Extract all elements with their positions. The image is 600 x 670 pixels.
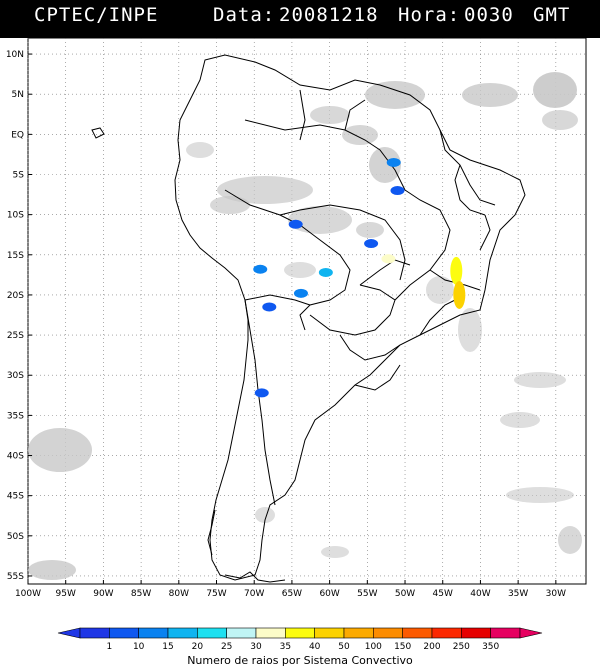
legend-label: 100 <box>365 642 382 652</box>
legend-color-box <box>373 627 403 639</box>
legend-color-box <box>461 627 491 639</box>
legend-label: 200 <box>423 642 440 652</box>
lon-tick-label: 55W <box>357 589 377 599</box>
date-label: Data: <box>213 4 276 26</box>
legend-label: 150 <box>394 642 411 652</box>
lightning-cell <box>450 256 463 285</box>
lightning-cell <box>453 280 466 309</box>
lon-tick-label: 75W <box>206 589 226 599</box>
legend-color-box <box>138 627 169 639</box>
lat-tick-label: 5N <box>12 90 24 100</box>
lat-tick-label: 25S <box>7 331 24 341</box>
lightning-cell <box>293 288 308 298</box>
lon-tick-label: 70W <box>244 589 264 599</box>
lon-tick-label: 40W <box>470 589 490 599</box>
lon-tick-label: 100W <box>15 589 41 599</box>
lightning-cell <box>318 267 333 277</box>
legend-color-box <box>255 627 286 639</box>
lon-tick-label: 90W <box>93 589 113 599</box>
lon-tick-label: 80W <box>169 589 189 599</box>
plot-frame <box>27 37 587 585</box>
legend-color-box <box>402 627 433 639</box>
legend-label: 250 <box>453 642 470 652</box>
lon-tick-label: 65W <box>282 589 302 599</box>
lat-tick-label: 10S <box>7 211 24 221</box>
legend-right-arrow <box>519 627 543 639</box>
legend-color-box <box>314 627 345 639</box>
legend-label: 350 <box>482 642 499 652</box>
time-value: 0030 <box>464 4 514 26</box>
legend-label: 35 <box>280 642 291 652</box>
legend-color-box <box>285 627 315 639</box>
timezone-label: GMT <box>533 4 571 26</box>
legend-label: 1 <box>106 642 112 652</box>
lat-tick-label: 45S <box>7 492 24 502</box>
legend-label: 30 <box>250 642 262 652</box>
lon-tick-label: 85W <box>131 589 151 599</box>
lon-tick-label: 45W <box>433 589 453 599</box>
lightning-cell <box>381 254 396 264</box>
lat-tick-label: 50S <box>7 532 24 542</box>
legend-label: 40 <box>309 642 321 652</box>
lat-tick-label: 30S <box>7 371 24 381</box>
legend-label: 15 <box>162 642 173 652</box>
legend-color-box <box>79 627 110 639</box>
legend-color-box <box>431 627 462 639</box>
lat-tick-label: 55S <box>7 572 24 582</box>
lon-tick-label: 95W <box>56 589 76 599</box>
time-label: Hora: <box>398 4 461 26</box>
lon-tick-label: 35W <box>508 589 528 599</box>
legend-color-box <box>167 627 198 639</box>
legend-color-box <box>490 627 521 639</box>
color-legend: 1 10 15 20 25 30 35 40 50 100 150 200 250 350 <box>57 627 543 652</box>
lightning-cells <box>253 157 466 398</box>
legend-color-box <box>226 627 257 639</box>
legend-color-box <box>197 627 227 639</box>
lat-tick-label: 10N <box>6 50 24 60</box>
lightning-cell <box>253 264 268 274</box>
latitude-labels: 10N 5N EQ 5S 10S 15S 20S 25S 30S 35S 40S 45S 50S 55S <box>6 50 32 582</box>
lightning-cell <box>386 157 401 167</box>
lat-tick-label: 5S <box>13 171 25 181</box>
lightning-cell <box>364 239 379 249</box>
lon-tick-label: 50W <box>395 589 415 599</box>
lightning-cell <box>254 388 269 398</box>
lat-tick-label: 15S <box>7 251 24 261</box>
legend-label: 20 <box>192 642 204 652</box>
lon-tick-label: 60W <box>319 589 339 599</box>
lightning-cell <box>288 219 303 229</box>
legend-left-arrow <box>57 627 81 639</box>
lat-tick-label: EQ <box>11 130 24 140</box>
legend-color-box <box>109 627 139 639</box>
legend-title: Numero de raios por Sistema Convectivo <box>187 654 413 667</box>
lat-lon-grid <box>27 38 586 584</box>
lat-tick-label: 20S <box>7 291 24 301</box>
lat-tick-label: 35S <box>7 411 24 421</box>
legend-label: 50 <box>338 642 350 652</box>
source-label: CPTEC/INPE <box>34 4 159 26</box>
cloud-cover <box>28 72 582 580</box>
lightning-cell <box>262 302 277 312</box>
lightning-cell <box>390 186 405 196</box>
lon-tick-label: 30W <box>546 589 566 599</box>
legend-color-box <box>343 627 374 639</box>
date-value: 20081218 <box>279 4 379 26</box>
legend-label: 10 <box>133 642 145 652</box>
legend-label: 25 <box>221 642 232 652</box>
lat-tick-label: 40S <box>7 452 24 462</box>
longitude-labels: 100W 95W 90W 85W 80W 75W 70W 65W 60W 55W 50W 45W 40W… <box>15 580 566 599</box>
title-bar: CPTEC/INPE Data: 20081218 Hora: 0030 GMT <box>0 0 600 38</box>
